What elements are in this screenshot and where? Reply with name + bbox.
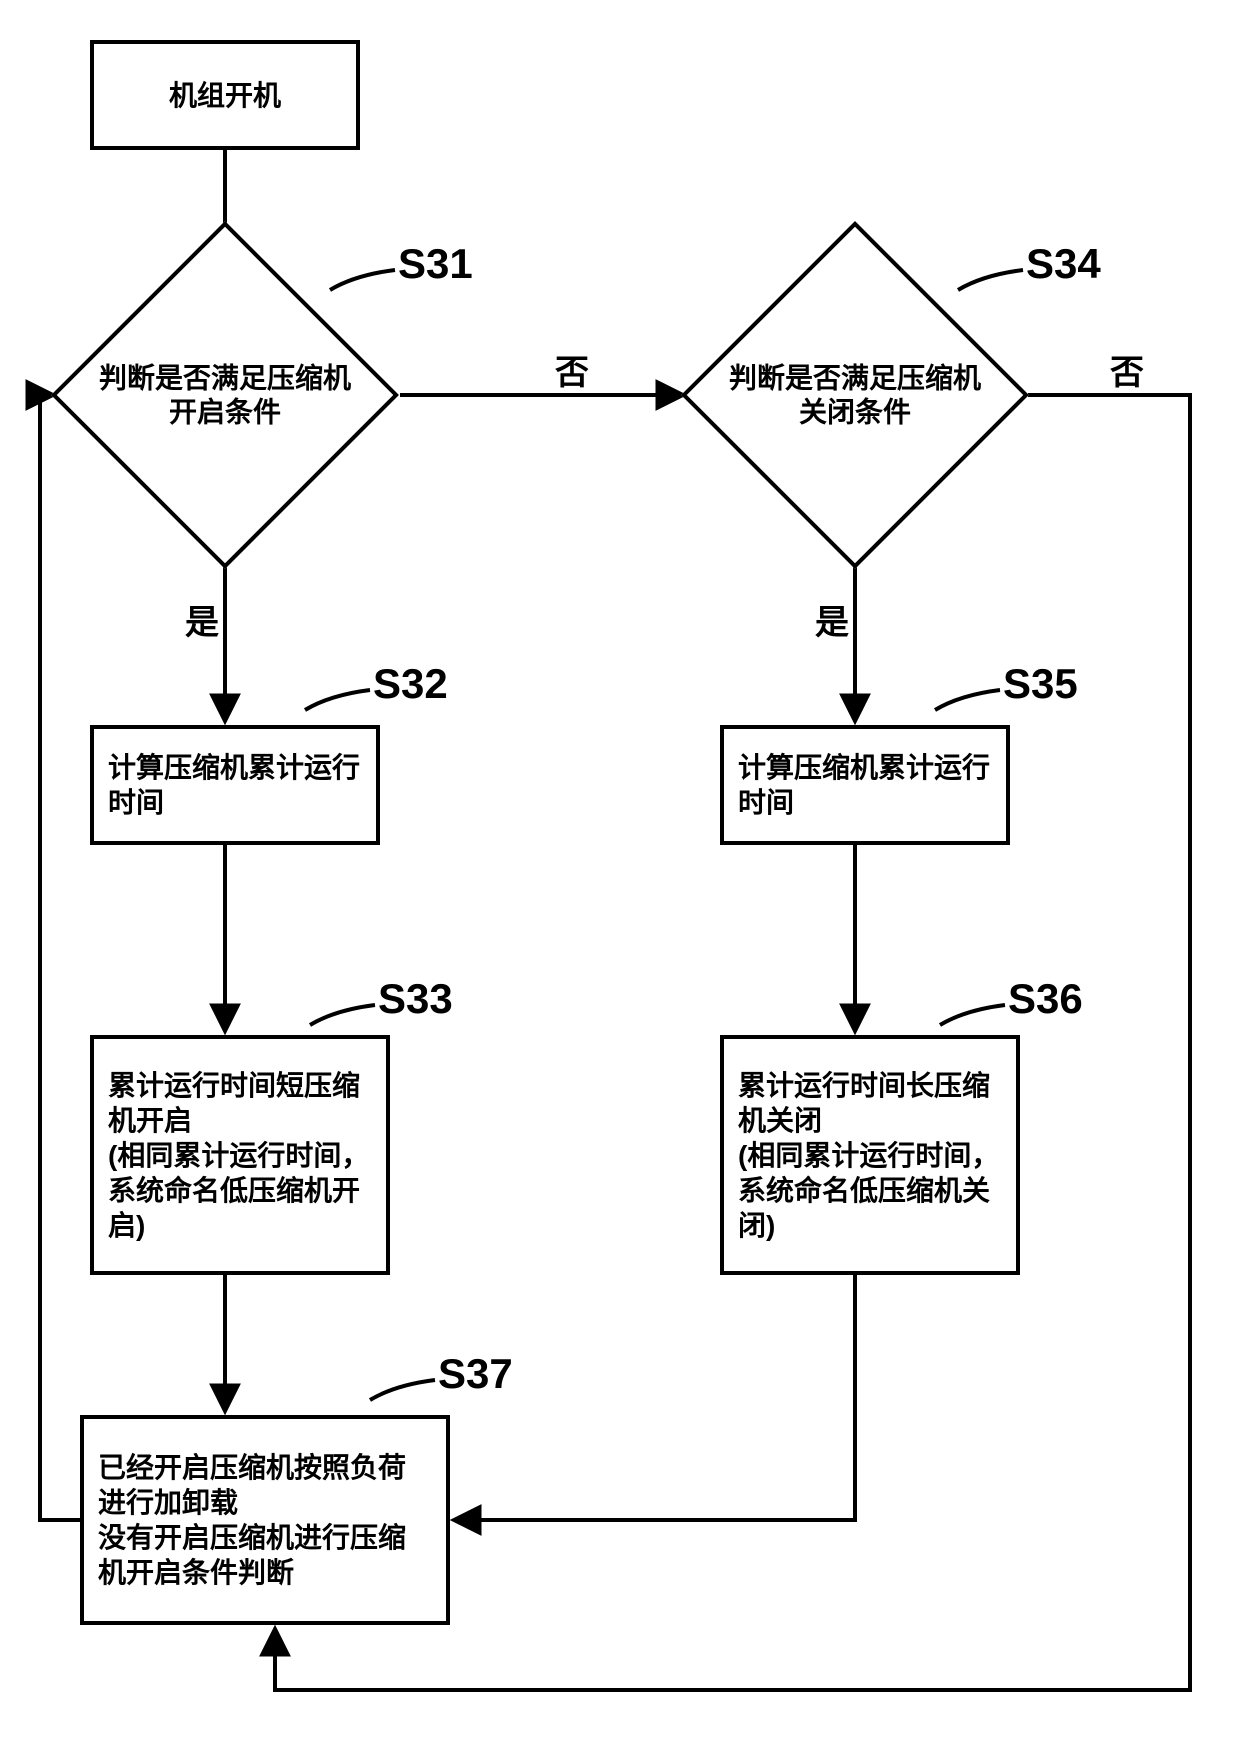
edge-label-s34-yes: 是 (815, 595, 849, 644)
step-label-s36: S36 (1008, 975, 1083, 1023)
edge-label-s31-no: 否 (555, 345, 589, 394)
node-s35-label: 计算压缩机累计运行时间 (738, 750, 992, 820)
flowchart-canvas: 机组开机 判断是否满足压缩机开启条件 S31 判断是否满足压缩机关闭条件 S34… (0, 0, 1240, 1742)
node-s33-label: 累计运行时间短压缩机开启(相同累计运行时间，系统命名低压缩机开启) (108, 1068, 372, 1243)
node-s35: 计算压缩机累计运行时间 (720, 725, 1010, 845)
edge-label-s31-yes: 是 (185, 595, 219, 644)
node-start: 机组开机 (90, 40, 360, 150)
node-s31-label: 判断是否满足压缩机开启条件 (95, 361, 355, 428)
node-s37: 已经开启压缩机按照负荷进行加卸载没有开启压缩机进行压缩机开启条件判断 (80, 1415, 450, 1625)
node-s36: 累计运行时间长压缩机关闭(相同累计运行时间，系统命名低压缩机关闭) (720, 1035, 1020, 1275)
step-label-s33: S33 (378, 975, 453, 1023)
edge-label-s34-no: 否 (1110, 345, 1144, 394)
node-start-label: 机组开机 (169, 78, 281, 113)
node-s34: 判断是否满足压缩机关闭条件 (732, 272, 978, 518)
step-label-s37: S37 (438, 1350, 513, 1398)
node-s36-label: 累计运行时间长压缩机关闭(相同累计运行时间，系统命名低压缩机关闭) (738, 1068, 1002, 1243)
step-label-s34: S34 (1026, 240, 1101, 288)
node-s33: 累计运行时间短压缩机开启(相同累计运行时间，系统命名低压缩机开启) (90, 1035, 390, 1275)
step-label-s32: S32 (373, 660, 448, 708)
node-s31: 判断是否满足压缩机开启条件 (102, 272, 348, 518)
step-label-s35: S35 (1003, 660, 1078, 708)
node-s32-label: 计算压缩机累计运行时间 (108, 750, 362, 820)
node-s37-label: 已经开启压缩机按照负荷进行加卸载没有开启压缩机进行压缩机开启条件判断 (98, 1450, 432, 1590)
step-label-s31: S31 (398, 240, 473, 288)
node-s32: 计算压缩机累计运行时间 (90, 725, 380, 845)
node-s34-label: 判断是否满足压缩机关闭条件 (725, 361, 985, 428)
